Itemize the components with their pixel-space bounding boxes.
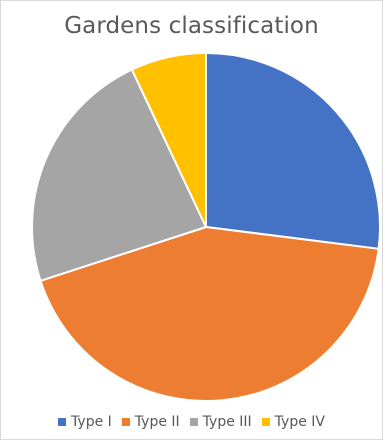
legend-label: Type IV — [274, 414, 325, 430]
legend-swatch — [261, 418, 270, 426]
chart-title: Gardens classification — [64, 13, 319, 39]
chart-legend: Type I Type II Type III Type IV — [1, 414, 382, 430]
legend-label: Type I — [71, 414, 112, 430]
pie-slice-type-iv — [130, 52, 207, 228]
legend-swatch — [58, 418, 67, 426]
pie-slice-type-i — [205, 52, 382, 250]
pie-slice-type-ii — [39, 226, 380, 402]
legend-item-type-ii: Type II — [121, 414, 180, 430]
legend-item-type-iii: Type III — [189, 414, 252, 430]
legend-swatch — [121, 418, 130, 426]
legend-swatch — [189, 418, 198, 426]
legend-label: Type II — [134, 414, 180, 430]
legend-item-type-iv: Type IV — [261, 414, 325, 430]
legend-label: Type III — [202, 414, 252, 430]
legend-item-type-i: Type I — [58, 414, 112, 430]
pie-slice-type-iii — [31, 68, 207, 282]
